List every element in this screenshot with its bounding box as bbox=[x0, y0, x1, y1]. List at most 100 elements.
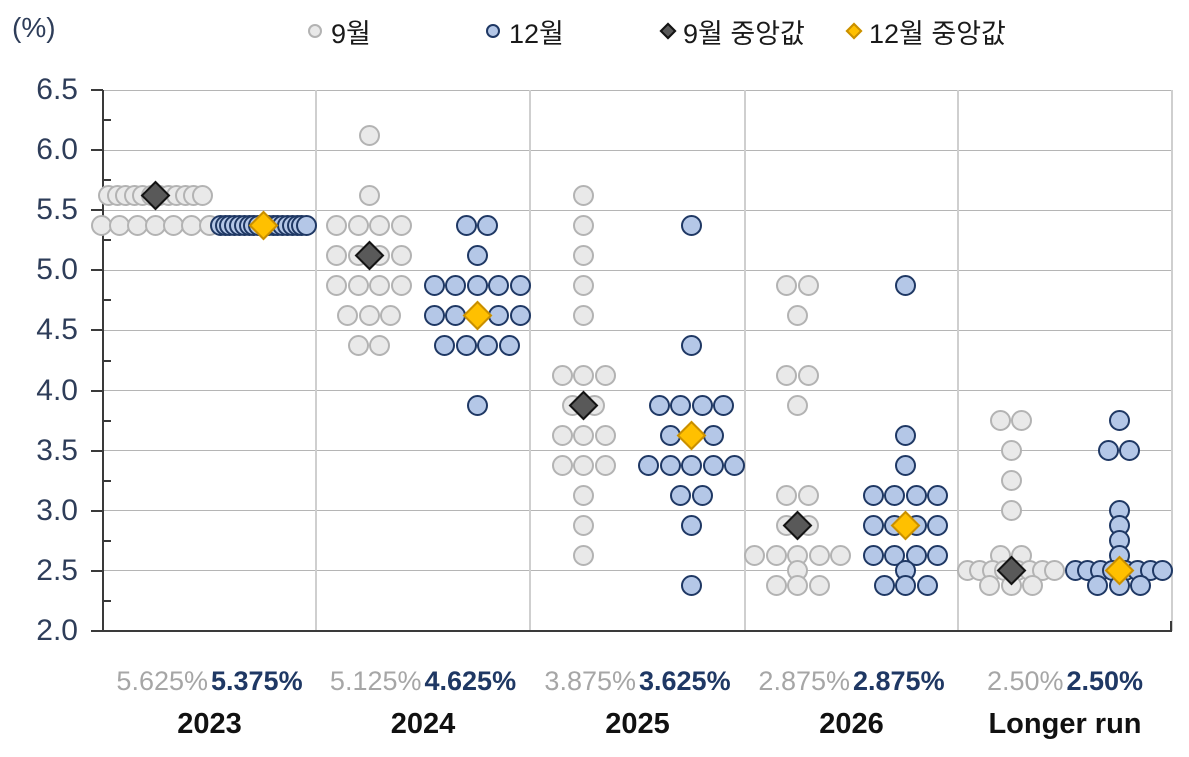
september-projection-dot bbox=[390, 214, 412, 236]
december-dot-icon bbox=[486, 24, 500, 38]
legend-label-september-median: 9월 중앙값 bbox=[683, 18, 805, 49]
september-projection-dot bbox=[573, 485, 594, 507]
y-axis-minor-tick bbox=[103, 599, 111, 602]
y-axis-major-tick bbox=[91, 389, 103, 392]
september-projection-dot bbox=[1011, 410, 1033, 432]
y-axis-minor-tick bbox=[103, 419, 111, 422]
y-axis-major-tick bbox=[91, 449, 103, 452]
gridline bbox=[103, 510, 1172, 512]
september-median-value: 5.625% bbox=[116, 666, 208, 696]
september-projection-dot bbox=[744, 545, 765, 567]
december-median-value: 4.625% bbox=[424, 666, 517, 696]
y-axis-major-tick bbox=[91, 209, 103, 212]
september-projection-dot bbox=[573, 304, 594, 326]
median-value-labels: 2.50% 2.50% bbox=[958, 666, 1172, 697]
september-projection-dot bbox=[390, 244, 412, 266]
september-projection-dot bbox=[573, 214, 594, 236]
december-projection-dot bbox=[466, 244, 488, 266]
december-projection-dot bbox=[498, 334, 520, 356]
y-axis-tick-label: 5.0 bbox=[36, 253, 78, 287]
december-projection-dot bbox=[862, 545, 884, 567]
december-projection-dot bbox=[296, 214, 318, 236]
y-axis-tick-label: 3.5 bbox=[36, 433, 78, 467]
y-axis-major-tick bbox=[91, 149, 103, 152]
y-axis-major-tick bbox=[91, 630, 103, 632]
x-axis-category-label: 2024 bbox=[390, 708, 456, 740]
september-projection-dot bbox=[594, 455, 616, 477]
september-projection-dot bbox=[808, 545, 830, 567]
december-projection-dot bbox=[1108, 410, 1130, 432]
gridline bbox=[103, 209, 1172, 211]
x-axis-category-label: 2025 bbox=[605, 708, 670, 740]
september-projection-dot bbox=[326, 274, 348, 296]
september-projection-dot bbox=[347, 214, 369, 236]
september-projection-dot bbox=[326, 244, 348, 266]
y-axis-major-tick bbox=[91, 509, 103, 512]
september-projection-dot bbox=[594, 365, 616, 387]
column-separator bbox=[315, 90, 317, 631]
december-projection-dot bbox=[477, 334, 499, 356]
legend-label-december: 12월 bbox=[509, 18, 564, 49]
median-value-labels: 3.875% 3.625% bbox=[530, 666, 745, 697]
y-axis-minor-tick bbox=[103, 179, 111, 182]
december-projection-dot bbox=[916, 575, 938, 597]
september-median-value: 2.875% bbox=[758, 666, 850, 696]
december-median-value: 3.625% bbox=[639, 666, 731, 696]
december-projection-dot bbox=[670, 395, 692, 417]
y-axis-minor-tick bbox=[103, 359, 111, 362]
y-axis-minor-tick bbox=[103, 299, 111, 302]
y-axis-tick-label: 2.5 bbox=[36, 553, 78, 587]
december-projection-dot bbox=[862, 485, 884, 507]
december-projection-dot bbox=[455, 214, 477, 236]
gridline bbox=[103, 570, 1172, 572]
september-projection-dot bbox=[573, 184, 594, 206]
median-value-labels: 5.625% 5.375% bbox=[103, 666, 316, 697]
y-axis-tick-label: 5.5 bbox=[36, 193, 78, 227]
y-axis-minor-tick bbox=[103, 239, 111, 242]
september-projection-dot bbox=[347, 334, 369, 356]
september-projection-dot bbox=[369, 214, 391, 236]
column-separator bbox=[1171, 90, 1173, 631]
december-median-value: 5.375% bbox=[211, 666, 303, 696]
gridline bbox=[103, 450, 1172, 452]
september-projection-dot bbox=[776, 485, 798, 507]
december-projection-dot bbox=[488, 274, 509, 296]
december-projection-dot bbox=[873, 575, 895, 597]
december-projection-dot bbox=[884, 485, 906, 507]
y-axis-major-tick bbox=[91, 89, 103, 91]
september-projection-dot bbox=[1000, 440, 1022, 462]
september-projection-dot bbox=[369, 274, 391, 296]
december-projection-dot bbox=[509, 274, 531, 296]
december-projection-dot bbox=[681, 214, 702, 236]
september-projection-dot bbox=[326, 214, 348, 236]
september-projection-dot bbox=[380, 304, 401, 326]
december-projection-dot bbox=[681, 334, 702, 356]
september-projection-dot bbox=[551, 455, 573, 477]
september-median-value: 2.50% bbox=[986, 666, 1064, 696]
september-projection-dot bbox=[1022, 575, 1043, 597]
september-projection-dot bbox=[989, 410, 1011, 432]
december-projection-dot bbox=[724, 455, 745, 477]
september-projection-dot bbox=[573, 425, 594, 447]
december-projection-dot bbox=[648, 395, 670, 417]
september-projection-dot bbox=[573, 545, 594, 567]
x-axis-line bbox=[103, 630, 1172, 632]
y-axis-major-tick bbox=[91, 329, 103, 332]
legend-item-december-median: 12월 중앙값 bbox=[845, 16, 1006, 49]
december-projection-dot bbox=[659, 455, 681, 477]
september-projection-dot bbox=[830, 545, 851, 567]
december-projection-dot bbox=[434, 334, 456, 356]
september-projection-dot bbox=[776, 365, 798, 387]
december-projection-dot bbox=[1152, 560, 1174, 582]
december-projection-dot bbox=[895, 575, 916, 597]
september-projection-dot bbox=[1000, 470, 1022, 492]
december-projection-dot bbox=[905, 485, 927, 507]
september-projection-dot bbox=[573, 274, 594, 296]
september-projection-dot bbox=[979, 575, 1000, 597]
december-projection-dot bbox=[895, 274, 916, 296]
september-projection-dot bbox=[369, 334, 391, 356]
september-projection-dot bbox=[765, 545, 787, 567]
december-projection-dot bbox=[927, 485, 949, 507]
december-projection-dot bbox=[477, 214, 499, 236]
